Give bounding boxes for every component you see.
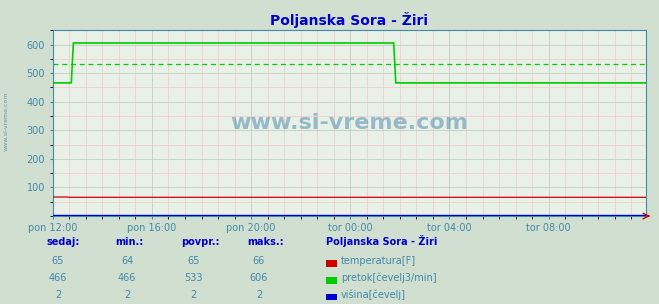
Text: 2: 2 bbox=[256, 290, 262, 300]
Text: 466: 466 bbox=[118, 273, 136, 283]
Text: 533: 533 bbox=[184, 273, 202, 283]
Text: 64: 64 bbox=[121, 257, 133, 267]
Text: 66: 66 bbox=[253, 257, 265, 267]
Text: pretok[čevelj3/min]: pretok[čevelj3/min] bbox=[341, 273, 436, 283]
Text: sedaj:: sedaj: bbox=[46, 237, 80, 247]
Text: 2: 2 bbox=[124, 290, 130, 300]
Text: 65: 65 bbox=[187, 257, 199, 267]
Text: višina[čevelj]: višina[čevelj] bbox=[341, 289, 406, 300]
Text: www.si-vreme.com: www.si-vreme.com bbox=[3, 92, 9, 151]
Text: min.:: min.: bbox=[115, 237, 144, 247]
Text: Poljanska Sora - Žiri: Poljanska Sora - Žiri bbox=[326, 235, 438, 247]
Text: maks.:: maks.: bbox=[247, 237, 284, 247]
Text: www.si-vreme.com: www.si-vreme.com bbox=[230, 113, 469, 133]
Text: 606: 606 bbox=[250, 273, 268, 283]
Text: 65: 65 bbox=[52, 257, 64, 267]
Text: 2: 2 bbox=[55, 290, 61, 300]
Text: povpr.:: povpr.: bbox=[181, 237, 219, 247]
Text: 2: 2 bbox=[190, 290, 196, 300]
Text: 466: 466 bbox=[49, 273, 67, 283]
Text: temperatura[F]: temperatura[F] bbox=[341, 257, 416, 267]
Title: Poljanska Sora - Žiri: Poljanska Sora - Žiri bbox=[270, 12, 428, 28]
